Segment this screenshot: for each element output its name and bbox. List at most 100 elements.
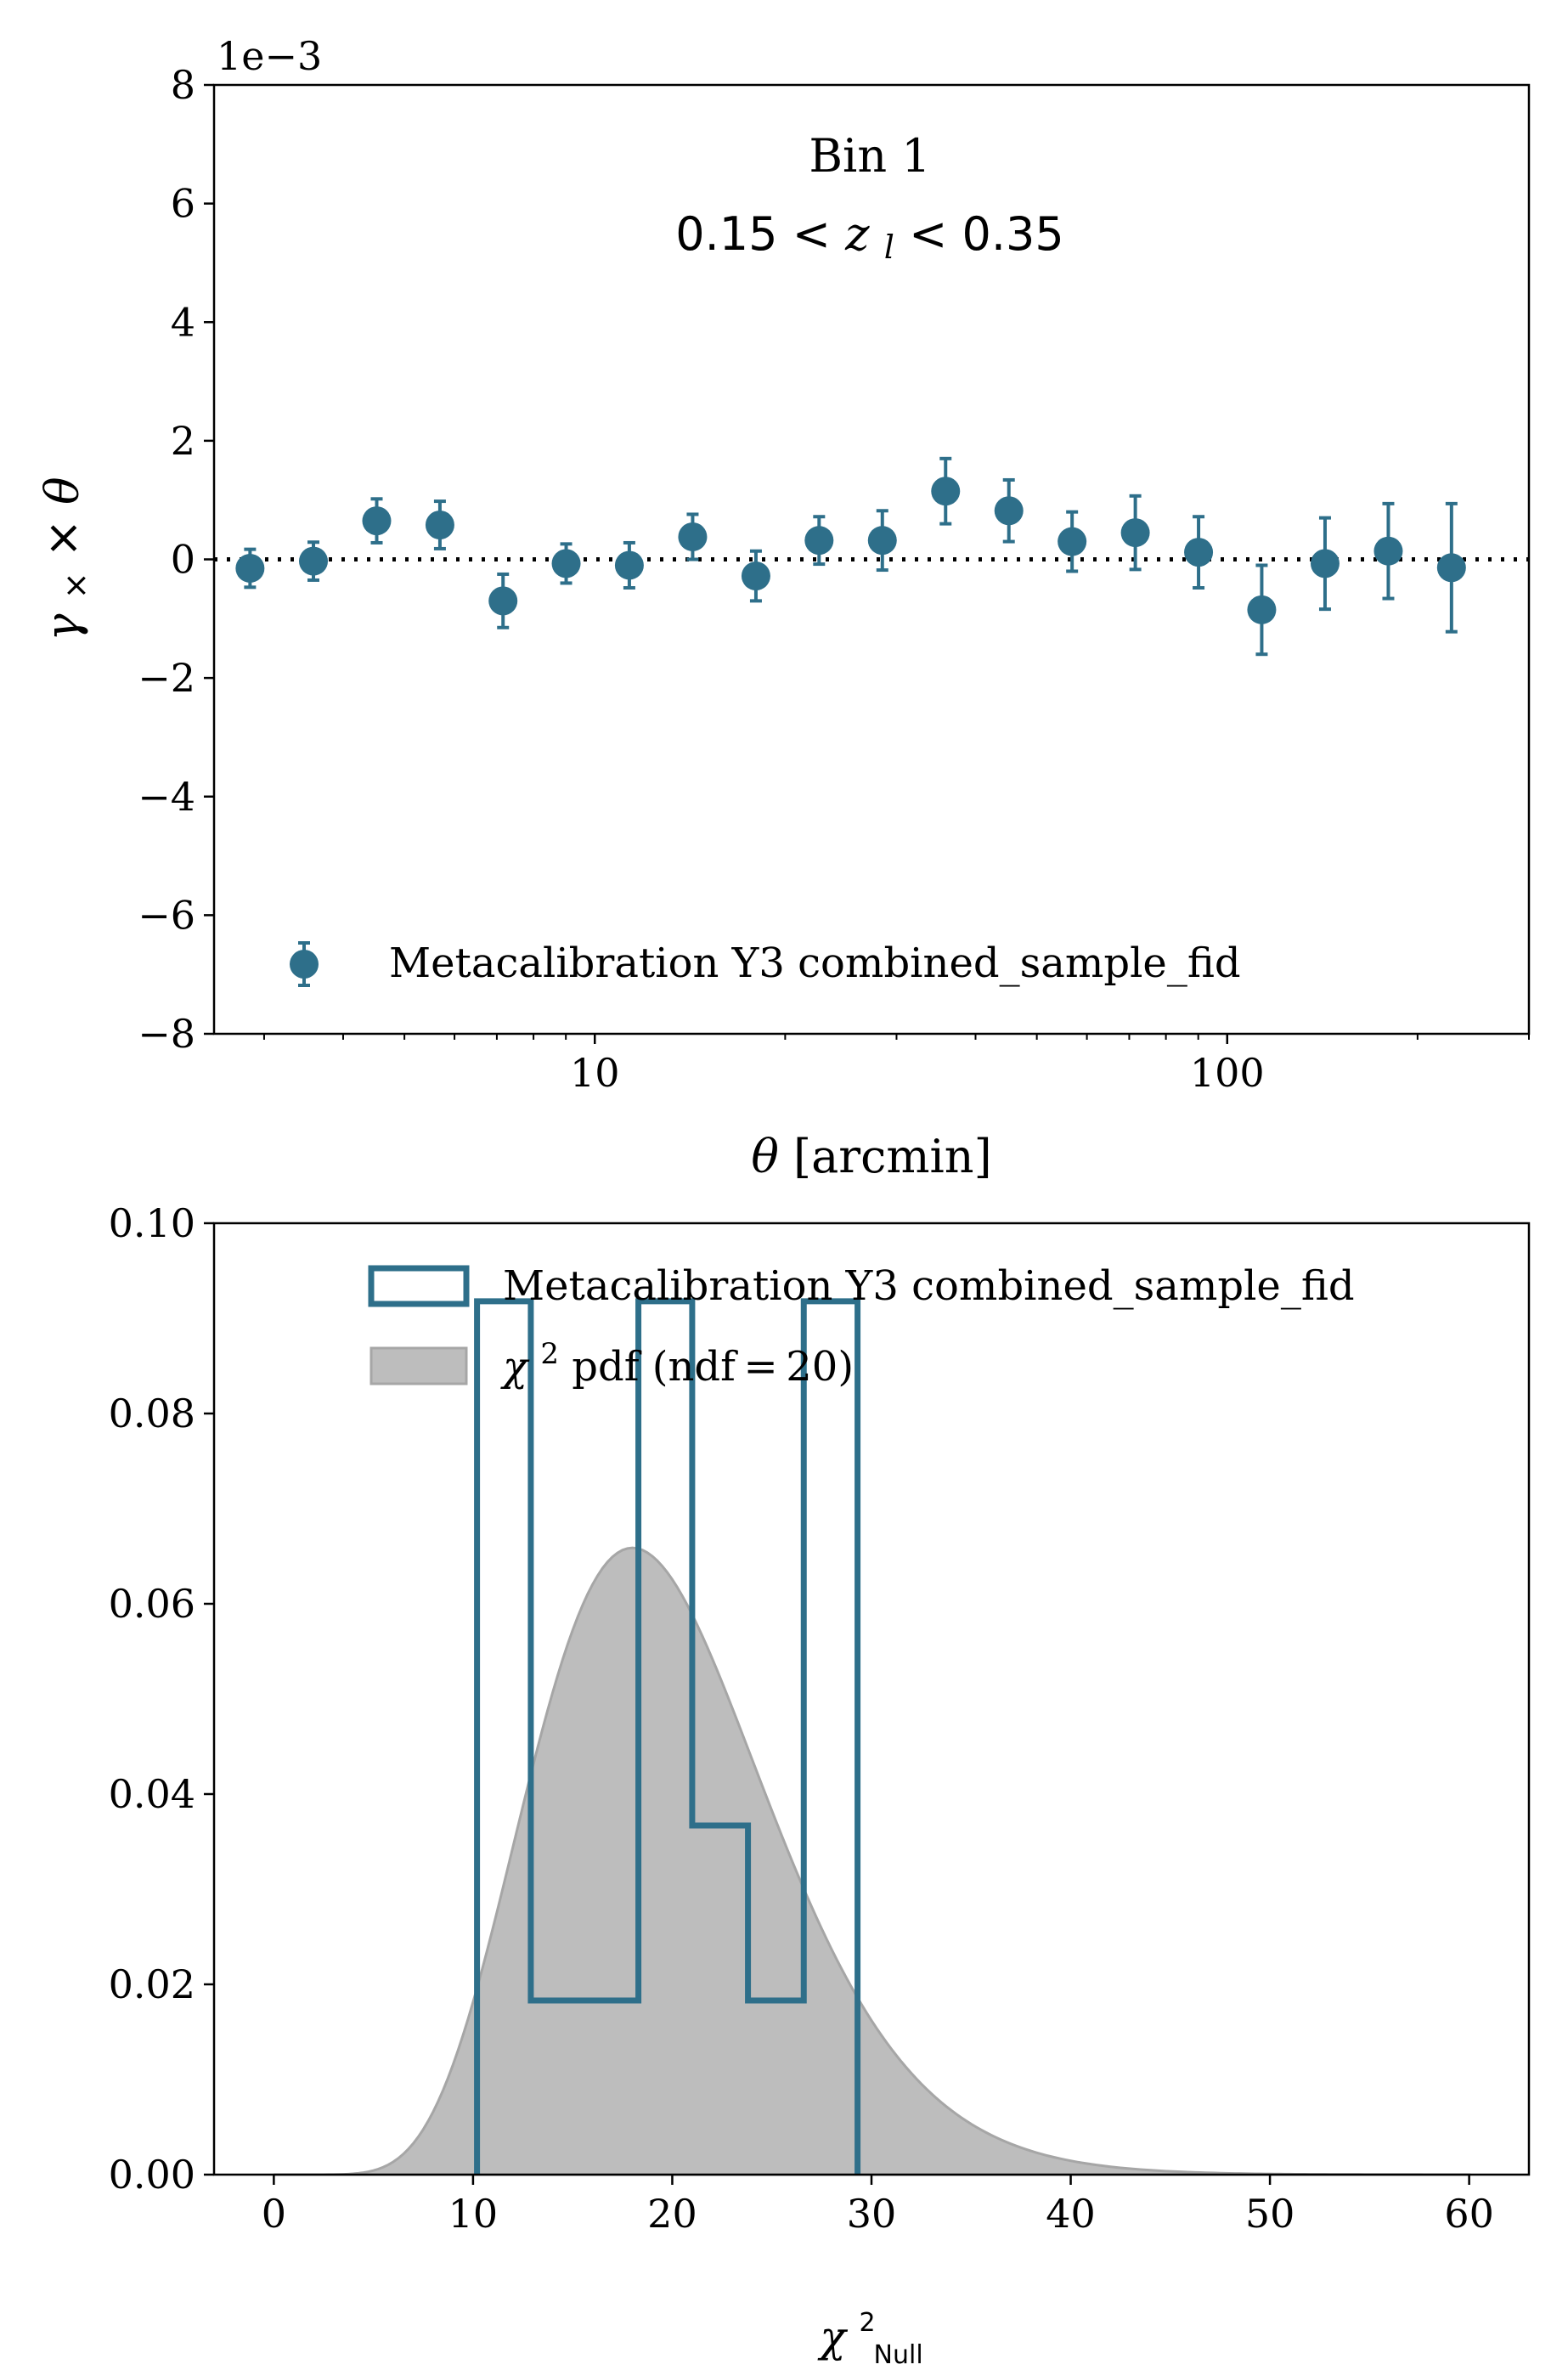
bottom-y-tick-label: 0.00 <box>109 2152 195 2198</box>
top-y-tick-label: 0 <box>171 537 195 583</box>
top-y-axis-label: γ × × θ <box>36 477 98 640</box>
top-y-tick-label: 8 <box>171 62 195 108</box>
point-marker <box>488 586 518 616</box>
top-y-tick-label: −4 <box>138 774 195 820</box>
point-marker <box>867 526 897 556</box>
bottom-x-tick-label: 60 <box>1444 2191 1494 2237</box>
redshift-lt-1: < <box>792 207 845 261</box>
redshift-sub: l <box>884 229 894 266</box>
point-marker <box>994 496 1024 526</box>
redshift-annotation: 0.15 < z l < 0.35 <box>675 207 1063 269</box>
bottom-x-tick-label: 50 <box>1245 2191 1295 2237</box>
xlabel-theta: θ <box>751 1130 779 1183</box>
point-marker <box>362 506 392 536</box>
data-point <box>488 572 518 629</box>
redshift-lt-2: < <box>909 207 962 261</box>
point-marker <box>741 561 770 591</box>
point-marker <box>299 546 329 576</box>
legend-pdf-rest: pdf (ndf = 20) <box>572 1343 854 1391</box>
point-marker <box>678 522 708 551</box>
data-point <box>362 497 392 545</box>
data-point <box>678 512 708 561</box>
bottom-legend: Metacalibration Y3 combined_sample_fid χ… <box>368 1262 1355 1391</box>
histogram-outline <box>474 1298 861 2175</box>
data-point <box>741 549 770 603</box>
top-panel: 8 6 4 2 0 −2 −4 −6 −8 10 100 1e−3 Bin 1 0.15 < z l… <box>36 33 1531 1183</box>
point-marker <box>1436 553 1466 583</box>
point-marker <box>931 477 961 506</box>
data-point <box>804 515 834 567</box>
data-point <box>867 509 897 573</box>
data-point <box>1184 515 1214 590</box>
bottom-legend-hist-label: Metacalibration Y3 combined_sample_fid <box>503 1262 1355 1310</box>
data-point <box>1373 501 1403 601</box>
ylabel-gamma-sub: × <box>57 572 94 599</box>
top-y-tick-label: −8 <box>138 1011 195 1057</box>
point-marker <box>235 553 265 583</box>
ylabel-times: × <box>36 505 89 557</box>
bottom-y-tick-label: 0.04 <box>109 1771 195 1817</box>
redshift-low: 0.15 <box>675 207 777 261</box>
data-point <box>1436 501 1466 634</box>
point-marker <box>425 511 454 540</box>
data-point <box>1058 510 1087 573</box>
legend-histogram-patch <box>368 1265 470 1307</box>
bottom-y-tick-label: 0.02 <box>109 1961 195 2007</box>
xlabel-chi-sub: Null <box>874 2340 923 2370</box>
offset-label: 1e−3 <box>217 33 322 79</box>
redshift-var: z <box>844 207 870 261</box>
ylabel-theta: θ <box>36 477 89 505</box>
xlabel-unit: [arcmin] <box>793 1130 992 1183</box>
bottom-y-tick-label: 0.10 <box>109 1200 195 1246</box>
top-x-tick-label: 100 <box>1190 1050 1265 1096</box>
bottom-x-tick-label: 10 <box>448 2191 499 2237</box>
point-marker <box>614 550 644 580</box>
data-point <box>931 456 961 526</box>
data-point <box>994 477 1024 544</box>
top-legend-label: Metacalibration Y3 combined_sample_fid <box>389 940 1241 987</box>
bottom-ticks: 0.10 0.08 0.06 0.04 0.02 0.00 0 10 20 30 40 50 60 <box>109 1200 1494 2237</box>
xlabel-chi: χ <box>817 2312 848 2362</box>
top-x-axis-label: θ [arcmin] <box>751 1130 991 1183</box>
bottom-y-tick-label: 0.06 <box>109 1581 195 1627</box>
bottom-legend-pdf-label: χ 2 pdf (ndf = 20) <box>500 1326 854 1391</box>
xlabel-chi-sup: 2 <box>860 2308 876 2338</box>
bottom-plot-frame <box>212 1222 1531 2176</box>
bottom-x-tick-label: 40 <box>1046 2191 1096 2237</box>
bottom-panel: 0.10 0.08 0.06 0.04 0.02 0.00 0 10 20 30 40 50 60 Me… <box>109 1200 1531 2370</box>
bottom-x-tick-label: 0 <box>262 2191 286 2237</box>
bin-annotation: Bin 1 <box>809 129 930 183</box>
point-marker <box>1373 536 1403 566</box>
data-point <box>1310 516 1340 612</box>
top-y-tick-label: 4 <box>171 299 195 345</box>
data-point <box>614 540 644 590</box>
data-point <box>299 540 329 582</box>
top-legend: Metacalibration Y3 combined_sample_fid <box>290 940 1241 987</box>
data-point <box>425 499 454 550</box>
top-ticks: 8 6 4 2 0 −2 −4 −6 −8 10 100 <box>138 62 1530 1096</box>
top-plot-frame <box>212 83 1531 1035</box>
top-y-tick-label: −6 <box>138 892 195 938</box>
bottom-x-tick-label: 20 <box>647 2191 697 2237</box>
data-point <box>235 547 265 590</box>
legend-point-marker <box>290 950 319 979</box>
legend-chi: χ <box>500 1343 530 1391</box>
data-point <box>1120 494 1150 572</box>
point-marker <box>551 549 581 578</box>
bottom-y-tick-label: 0.08 <box>109 1391 195 1436</box>
top-x-tick-label: 10 <box>570 1050 620 1096</box>
top-y-tick-label: 6 <box>171 181 195 227</box>
point-marker <box>1120 518 1150 548</box>
point-marker <box>1247 595 1277 624</box>
point-marker <box>1058 527 1087 556</box>
top-data-points <box>235 456 1466 657</box>
data-point <box>1247 563 1277 657</box>
redshift-high: 0.35 <box>962 207 1063 261</box>
bottom-x-axis-label: χ 2 Null <box>817 2292 922 2370</box>
point-marker <box>1310 549 1340 578</box>
legend-chi-sup: 2 <box>540 1337 559 1371</box>
legend-pdf-patch <box>369 1346 468 1385</box>
ylabel-gamma: γ <box>36 613 89 641</box>
top-y-tick-label: −2 <box>138 655 195 701</box>
